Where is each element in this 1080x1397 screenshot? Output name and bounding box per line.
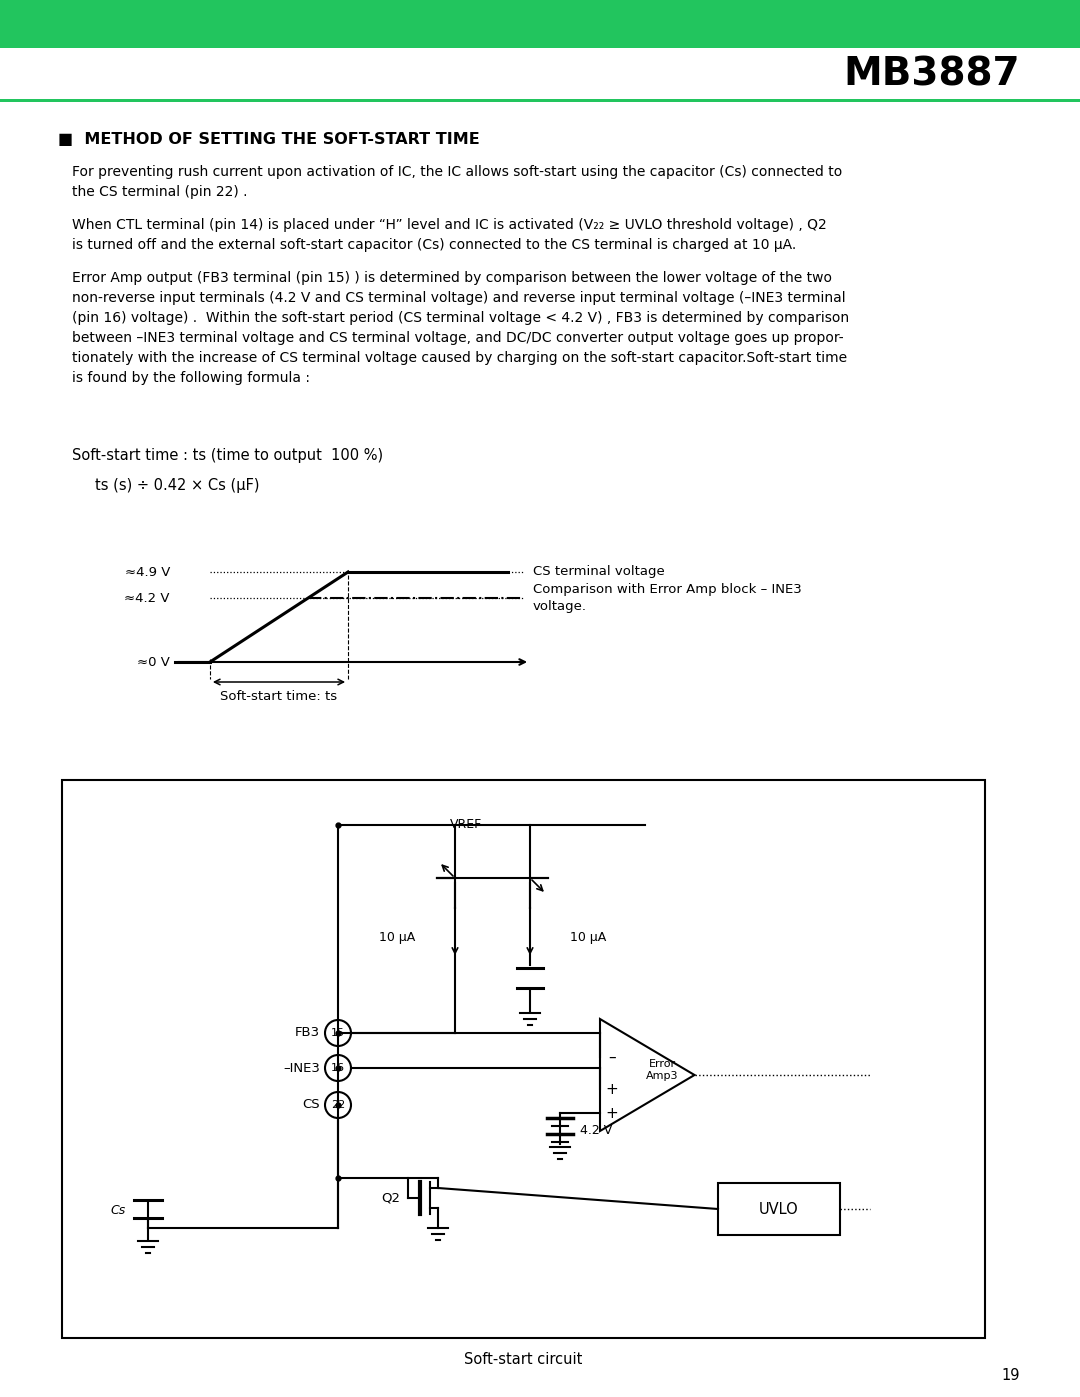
- Text: Soft-start circuit: Soft-start circuit: [464, 1352, 583, 1368]
- Text: FB3: FB3: [295, 1027, 320, 1039]
- Text: Cs: Cs: [111, 1203, 126, 1217]
- Text: +: +: [606, 1105, 619, 1120]
- Text: +: +: [606, 1081, 619, 1097]
- Text: VREF: VREF: [450, 819, 483, 831]
- Text: ≈4.9 V: ≈4.9 V: [124, 566, 170, 578]
- Bar: [0, 99, 1080, 102]
- Text: Soft-start time : ts (time to output  100 %): Soft-start time : ts (time to output 100…: [72, 448, 383, 462]
- Text: Q2: Q2: [381, 1192, 400, 1204]
- Text: UVLO: UVLO: [759, 1201, 799, 1217]
- Bar: [0, 0, 1080, 47]
- Text: 16: 16: [330, 1063, 345, 1073]
- Text: MB3887: MB3887: [843, 54, 1020, 94]
- Text: 10 μA: 10 μA: [379, 932, 415, 944]
- Text: Comparison with Error Amp block – INE3
voltage.: Comparison with Error Amp block – INE3 v…: [534, 583, 801, 613]
- Text: ≈0 V: ≈0 V: [137, 655, 170, 669]
- Text: 10 μA: 10 μA: [570, 932, 606, 944]
- Bar: [62, 780, 985, 1338]
- Text: Soft-start time: ts: Soft-start time: ts: [220, 690, 338, 703]
- Text: 19: 19: [1001, 1368, 1020, 1383]
- Text: ■  METHOD OF SETTING THE SOFT-START TIME: ■ METHOD OF SETTING THE SOFT-START TIME: [58, 131, 480, 147]
- Text: Error
Amp3: Error Amp3: [646, 1059, 678, 1081]
- Text: ts (s) ÷ 0.42 × Cs (μF): ts (s) ÷ 0.42 × Cs (μF): [95, 478, 259, 493]
- Text: CS terminal voltage: CS terminal voltage: [534, 566, 665, 578]
- Text: CS: CS: [302, 1098, 320, 1112]
- Bar: [718, 1183, 840, 1235]
- Text: When CTL terminal (pin 14) is placed under “H” level and IC is activated (V₂₂ ≥ : When CTL terminal (pin 14) is placed und…: [72, 218, 827, 251]
- Text: –INE3: –INE3: [283, 1062, 320, 1074]
- Text: 4.2 V: 4.2 V: [580, 1123, 612, 1137]
- Text: 15: 15: [330, 1028, 345, 1038]
- Text: ≈4.2 V: ≈4.2 V: [124, 591, 170, 605]
- Text: For preventing rush current upon activation of IC, the IC allows soft-start usin: For preventing rush current upon activat…: [72, 165, 842, 198]
- Text: –: –: [608, 1049, 616, 1065]
- Text: Error Amp output (FB3 terminal (pin 15) ) is determined by comparison between th: Error Amp output (FB3 terminal (pin 15) …: [72, 271, 849, 386]
- Text: 22: 22: [330, 1099, 346, 1111]
